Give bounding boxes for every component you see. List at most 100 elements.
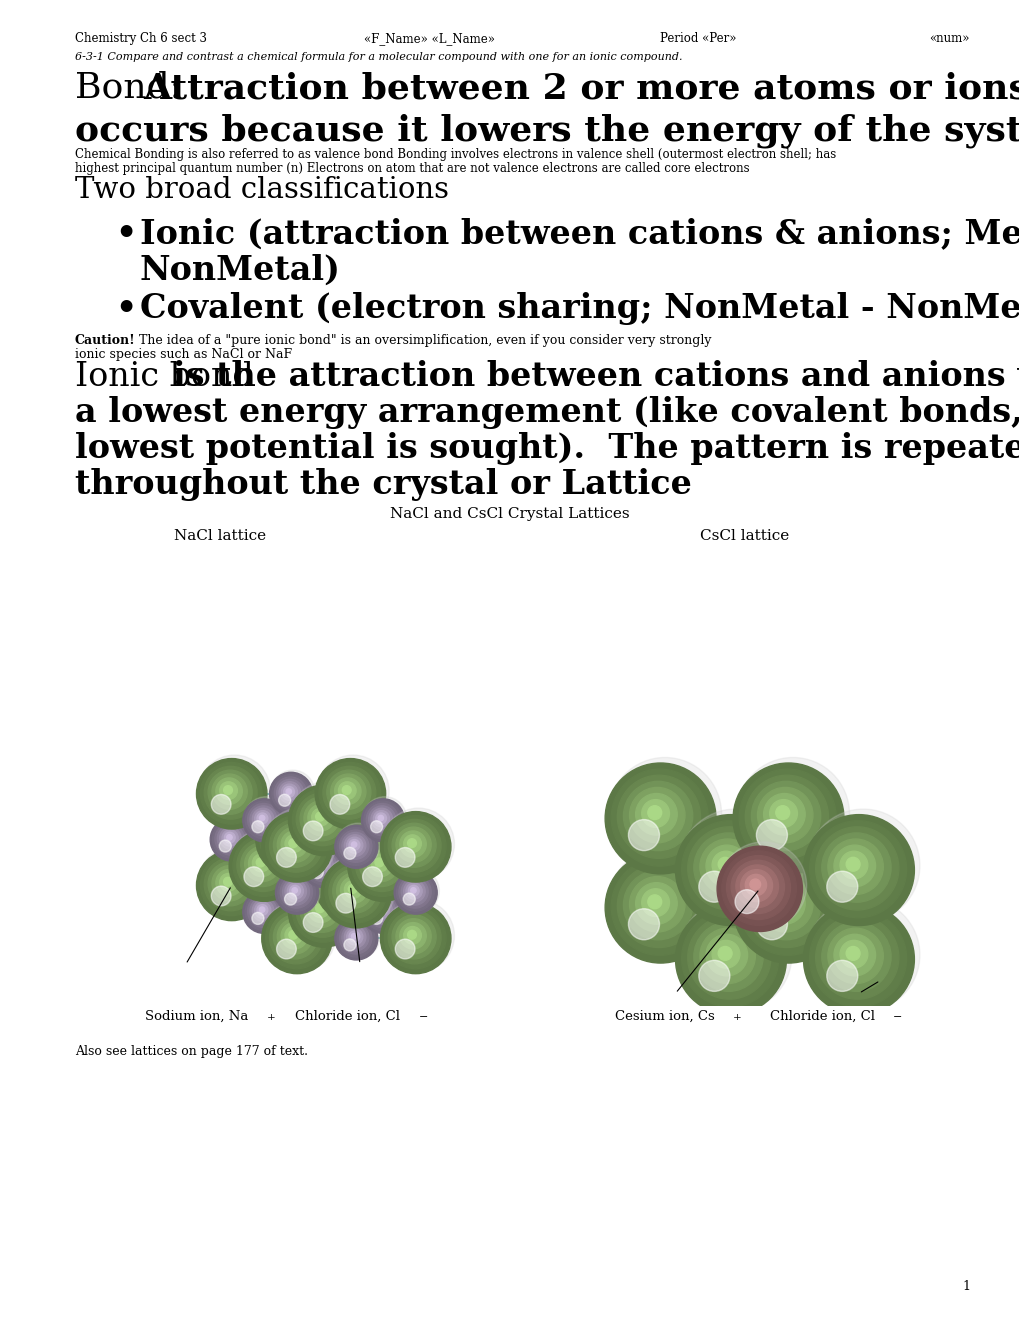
Circle shape bbox=[272, 866, 310, 904]
Circle shape bbox=[264, 808, 335, 880]
Circle shape bbox=[304, 892, 339, 928]
Circle shape bbox=[711, 940, 739, 968]
Circle shape bbox=[284, 927, 303, 944]
Circle shape bbox=[334, 870, 361, 896]
Circle shape bbox=[334, 777, 361, 804]
Circle shape bbox=[391, 915, 436, 958]
Circle shape bbox=[342, 785, 351, 795]
Circle shape bbox=[315, 759, 385, 829]
Circle shape bbox=[199, 846, 270, 919]
Circle shape bbox=[395, 939, 415, 958]
Circle shape bbox=[716, 846, 802, 932]
Circle shape bbox=[208, 770, 252, 814]
Circle shape bbox=[288, 876, 359, 948]
Circle shape bbox=[334, 917, 377, 960]
Circle shape bbox=[739, 770, 836, 866]
Text: Also see lattices on page 177 of text.: Also see lattices on page 177 of text. bbox=[75, 1045, 308, 1059]
Circle shape bbox=[334, 825, 377, 869]
Circle shape bbox=[276, 779, 304, 807]
Circle shape bbox=[222, 830, 238, 846]
Circle shape bbox=[255, 810, 271, 826]
Circle shape bbox=[296, 793, 348, 846]
Circle shape bbox=[840, 851, 867, 879]
Circle shape bbox=[693, 833, 762, 903]
Circle shape bbox=[342, 833, 354, 843]
Circle shape bbox=[775, 805, 789, 820]
Circle shape bbox=[276, 847, 296, 867]
Text: Chloride ion, Cl: Chloride ion, Cl bbox=[294, 1010, 399, 1023]
Text: Cesium ion, Cs: Cesium ion, Cs bbox=[614, 1010, 714, 1023]
Circle shape bbox=[276, 869, 320, 913]
Circle shape bbox=[330, 795, 350, 814]
Circle shape bbox=[373, 903, 389, 919]
Circle shape bbox=[273, 915, 317, 958]
Circle shape bbox=[641, 800, 668, 828]
Text: 1: 1 bbox=[961, 1280, 969, 1294]
Circle shape bbox=[256, 804, 326, 875]
Text: highest principal quantum number (n) Electrons on atom that are not valence elec: highest principal quantum number (n) Ele… bbox=[75, 162, 749, 176]
Circle shape bbox=[211, 795, 230, 814]
Circle shape bbox=[252, 821, 264, 833]
Circle shape bbox=[269, 863, 312, 907]
Circle shape bbox=[339, 921, 372, 954]
Circle shape bbox=[326, 770, 371, 814]
Text: NaCl and CsCl Crystal Lattices: NaCl and CsCl Crystal Lattices bbox=[390, 507, 629, 521]
Circle shape bbox=[308, 896, 334, 923]
Circle shape bbox=[366, 895, 398, 928]
Circle shape bbox=[352, 933, 357, 939]
Circle shape bbox=[745, 775, 827, 858]
Circle shape bbox=[629, 876, 685, 932]
Circle shape bbox=[262, 903, 332, 974]
Circle shape bbox=[675, 904, 786, 1015]
Circle shape bbox=[219, 874, 237, 891]
Circle shape bbox=[243, 891, 285, 933]
Circle shape bbox=[751, 870, 820, 940]
Circle shape bbox=[393, 871, 437, 915]
Circle shape bbox=[215, 822, 247, 855]
Text: Period «Per»: Period «Per» bbox=[659, 32, 736, 45]
Text: Attraction between 2 or more atoms or ions. Bonding: Attraction between 2 or more atoms or io… bbox=[143, 71, 1019, 106]
Circle shape bbox=[288, 931, 298, 939]
Circle shape bbox=[271, 862, 315, 906]
Circle shape bbox=[749, 879, 760, 890]
Circle shape bbox=[281, 832, 308, 858]
Circle shape bbox=[259, 907, 265, 912]
Circle shape bbox=[300, 888, 343, 932]
Circle shape bbox=[290, 781, 362, 854]
Circle shape bbox=[726, 855, 790, 920]
Circle shape bbox=[399, 832, 426, 858]
Circle shape bbox=[395, 847, 415, 867]
Circle shape bbox=[216, 777, 243, 804]
Circle shape bbox=[250, 807, 276, 833]
Text: +: + bbox=[267, 1012, 275, 1022]
Circle shape bbox=[328, 818, 372, 861]
Circle shape bbox=[245, 846, 279, 882]
Circle shape bbox=[745, 865, 827, 948]
Circle shape bbox=[223, 785, 232, 795]
Circle shape bbox=[336, 915, 380, 958]
Circle shape bbox=[284, 894, 297, 906]
Circle shape bbox=[224, 833, 235, 843]
Circle shape bbox=[274, 869, 307, 900]
Circle shape bbox=[371, 854, 388, 871]
Circle shape bbox=[223, 878, 232, 886]
Circle shape bbox=[279, 874, 301, 895]
Text: NaCl lattice: NaCl lattice bbox=[174, 529, 266, 543]
Circle shape bbox=[271, 820, 307, 855]
Circle shape bbox=[647, 895, 661, 908]
Circle shape bbox=[309, 851, 336, 879]
Circle shape bbox=[337, 840, 350, 853]
Circle shape bbox=[834, 845, 874, 887]
Circle shape bbox=[635, 793, 677, 836]
Circle shape bbox=[384, 816, 445, 876]
Circle shape bbox=[411, 887, 416, 894]
Circle shape bbox=[335, 825, 363, 853]
Text: CsCl lattice: CsCl lattice bbox=[700, 529, 789, 543]
Circle shape bbox=[323, 858, 375, 911]
Circle shape bbox=[340, 876, 367, 903]
Circle shape bbox=[271, 770, 315, 814]
Circle shape bbox=[312, 808, 329, 826]
Circle shape bbox=[342, 878, 351, 886]
Circle shape bbox=[284, 834, 303, 853]
Circle shape bbox=[267, 816, 311, 861]
